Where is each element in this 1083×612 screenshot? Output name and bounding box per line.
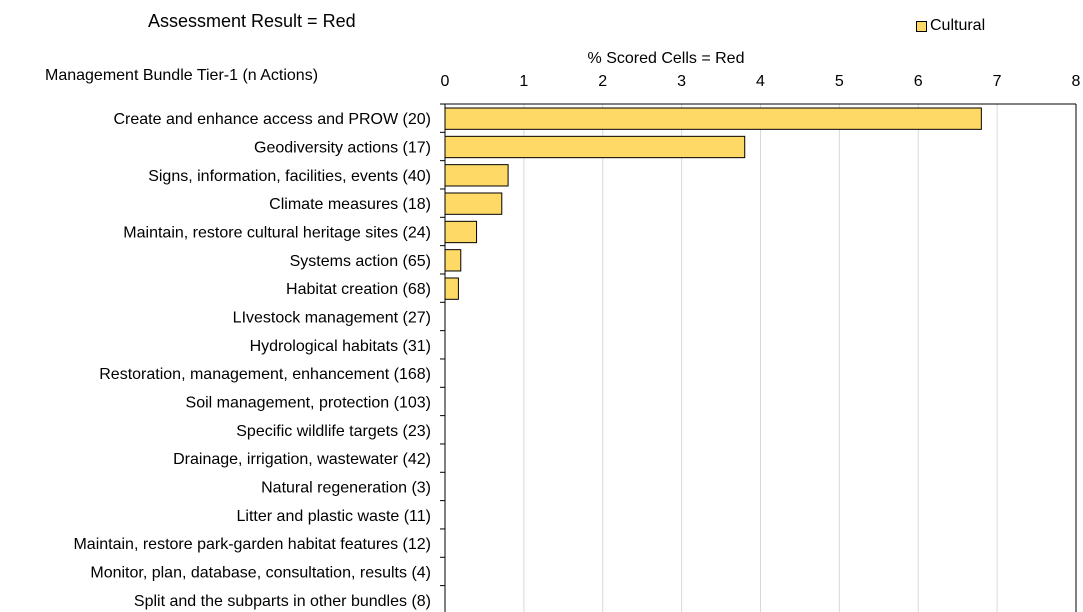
category-label: Climate measures (18) xyxy=(269,196,431,213)
category-label: Maintain, restore park-garden habitat fe… xyxy=(73,536,431,553)
category-label: Natural regeneration (3) xyxy=(261,479,431,496)
gridlines xyxy=(523,104,1077,612)
category-labels: Create and enhance access and PROW (20) G… xyxy=(73,103,445,610)
x-tick-label: 1 xyxy=(519,73,528,90)
chart-title: Assessment Result = Red xyxy=(148,11,356,31)
category-label: Monitor, plan, database, consultation, r… xyxy=(90,564,431,581)
x-tick-label: 3 xyxy=(677,73,686,90)
category-label: Signs, information, facilities, events (… xyxy=(148,168,431,185)
category-label: Geodiversity actions (17) xyxy=(254,139,431,156)
category-label: Create and enhance access and PROW (20) xyxy=(114,111,432,128)
category-label: Litter and plastic waste (11) xyxy=(237,508,431,525)
x-tick-label: 5 xyxy=(835,73,844,90)
bar xyxy=(444,220,478,244)
bar xyxy=(444,135,746,159)
category-label: Systems action (65) xyxy=(290,253,431,270)
x-tick-label: 2 xyxy=(598,73,607,90)
plot-frame xyxy=(444,103,1077,612)
category-label: Hydrological habitats (31) xyxy=(250,338,431,355)
x-tick-label: 7 xyxy=(993,73,1002,90)
category-label: Specific wildlife targets (23) xyxy=(236,423,431,440)
category-label: Maintain, restore cultural heritage site… xyxy=(123,224,431,241)
category-label: Soil management, protection (103) xyxy=(186,394,431,411)
bar xyxy=(444,249,462,272)
bars xyxy=(444,107,982,300)
x-tick-labels: 0 1 2 3 4 5 6 7 8 xyxy=(441,73,1081,90)
bar xyxy=(444,192,503,215)
x-axis-title: % Scored Cells = Red xyxy=(588,50,745,67)
category-axis-header: Management Bundle Tier-1 (n Actions) xyxy=(45,67,319,84)
x-tick-label: 8 xyxy=(1072,73,1081,90)
bar xyxy=(444,164,509,187)
x-tick-label: 0 xyxy=(441,73,450,90)
category-label: Restoration, management, enhancement (16… xyxy=(99,366,431,383)
category-label: LIvestock management (27) xyxy=(233,309,431,326)
category-label: Split and the subparts in other bundles … xyxy=(134,593,431,610)
bar xyxy=(444,277,459,300)
x-tick-label: 6 xyxy=(914,73,923,90)
legend: Cultural xyxy=(916,17,985,35)
legend-label-cultural: Cultural xyxy=(930,17,986,34)
x-tick-label: 4 xyxy=(756,73,765,90)
category-label: Drainage, irrigation, wastewater (42) xyxy=(173,451,431,468)
legend-swatch-cultural xyxy=(916,20,927,32)
category-label: Habitat creation (68) xyxy=(286,281,431,298)
bar xyxy=(444,107,982,130)
